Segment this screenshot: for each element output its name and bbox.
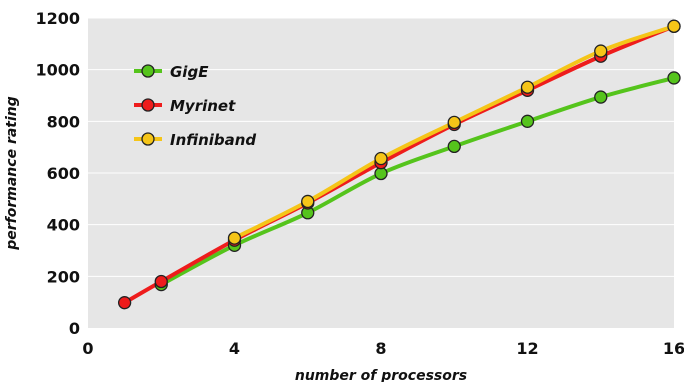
y-axis-title: performance rating — [4, 96, 20, 251]
x-tick-label: 12 — [516, 339, 538, 358]
data-point-myrinet — [117, 296, 132, 310]
y-tick-label: 400 — [47, 216, 80, 235]
legend-swatch-marker — [141, 64, 155, 78]
x-tick-label: 0 — [82, 339, 93, 358]
data-point-infiniband — [227, 231, 242, 245]
x-tick-label: 8 — [375, 339, 386, 358]
y-tick-label: 1000 — [35, 61, 80, 80]
legend-swatch-marker — [141, 98, 155, 112]
markers-layer — [117, 19, 681, 310]
legend-label-gige: GigE — [170, 63, 209, 81]
legend-item-infiniband: Infiniband — [134, 131, 256, 149]
y-tick-label: 800 — [47, 112, 80, 131]
data-point-gige — [667, 71, 681, 85]
data-point-infiniband — [667, 19, 681, 33]
y-tick-label: 0 — [69, 319, 80, 338]
x-axis-ticks: 0 4 8 12 16 — [82, 339, 684, 358]
legend-label-myrinet: Myrinet — [170, 97, 236, 115]
data-point-gige — [594, 90, 608, 104]
data-point-infiniband — [447, 115, 461, 130]
data-point-gige — [520, 114, 535, 128]
data-point-infiniband — [520, 80, 535, 94]
legend-label-infiniband: Infiniband — [170, 131, 256, 149]
x-tick-label: 16 — [663, 339, 684, 358]
data-point-myrinet — [154, 274, 168, 289]
data-point-infiniband — [301, 194, 315, 209]
data-point-gige — [447, 139, 461, 154]
y-axis-ticks: 0 200 400 600 800 1000 1200 — [35, 9, 80, 338]
data-point-infiniband — [594, 44, 608, 58]
legend: GigE Myrinet Infiniband — [134, 63, 256, 149]
legend-item-gige: GigE — [134, 63, 209, 81]
data-point-infiniband — [374, 151, 388, 166]
y-tick-label: 1200 — [35, 9, 80, 28]
x-axis-title: number of processors — [295, 368, 467, 382]
legend-item-myrinet: Myrinet — [134, 97, 236, 115]
y-tick-label: 600 — [47, 164, 80, 183]
x-tick-label: 4 — [229, 339, 240, 358]
legend-swatch-marker — [141, 132, 155, 146]
y-tick-label: 200 — [47, 267, 80, 286]
